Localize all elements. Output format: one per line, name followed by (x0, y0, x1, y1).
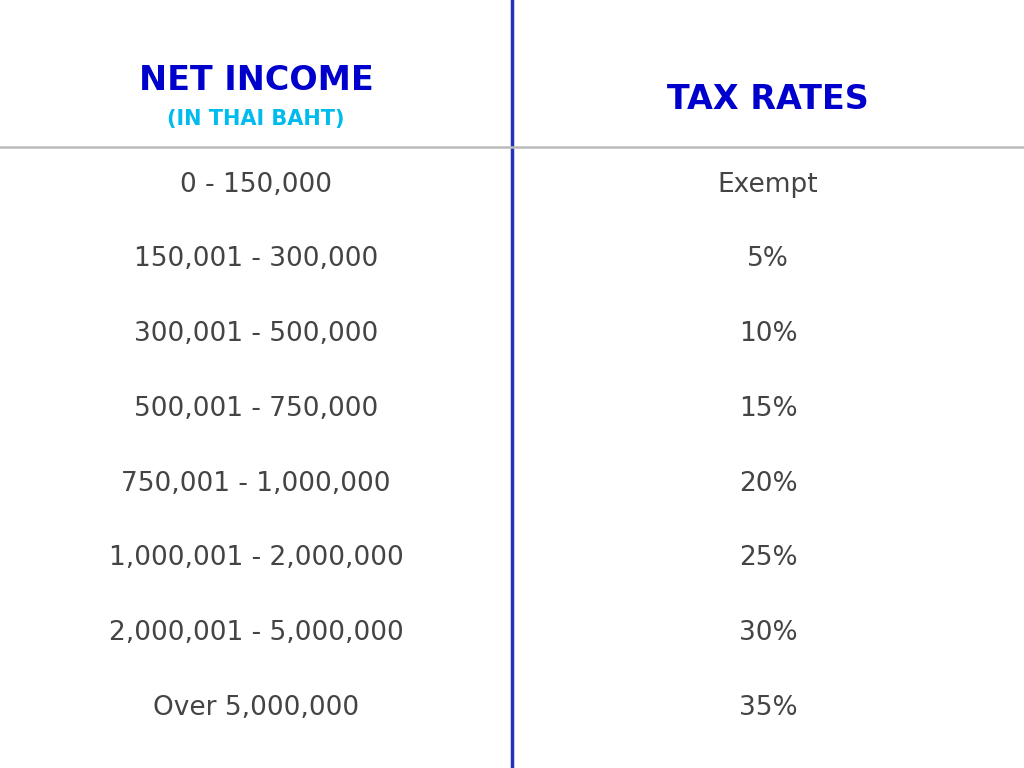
Text: NET INCOME: NET INCOME (138, 65, 374, 97)
Text: 500,001 - 750,000: 500,001 - 750,000 (134, 396, 378, 422)
Text: 300,001 - 500,000: 300,001 - 500,000 (134, 321, 378, 347)
Text: 0 - 150,000: 0 - 150,000 (180, 172, 332, 198)
Text: 10%: 10% (738, 321, 798, 347)
Text: 150,001 - 300,000: 150,001 - 300,000 (134, 247, 378, 273)
Text: 15%: 15% (738, 396, 798, 422)
Text: Over 5,000,000: Over 5,000,000 (153, 694, 359, 720)
Text: 750,001 - 1,000,000: 750,001 - 1,000,000 (121, 471, 391, 497)
Text: 35%: 35% (738, 694, 798, 720)
Text: TAX RATES: TAX RATES (667, 84, 869, 116)
Text: 25%: 25% (738, 545, 798, 571)
Text: 5%: 5% (748, 247, 788, 273)
Text: 20%: 20% (738, 471, 798, 497)
Text: 1,000,001 - 2,000,000: 1,000,001 - 2,000,000 (109, 545, 403, 571)
Text: 30%: 30% (738, 620, 798, 646)
Text: Exempt: Exempt (718, 172, 818, 198)
Text: (IN THAI BAHT): (IN THAI BAHT) (167, 109, 345, 129)
Text: 2,000,001 - 5,000,000: 2,000,001 - 5,000,000 (109, 620, 403, 646)
